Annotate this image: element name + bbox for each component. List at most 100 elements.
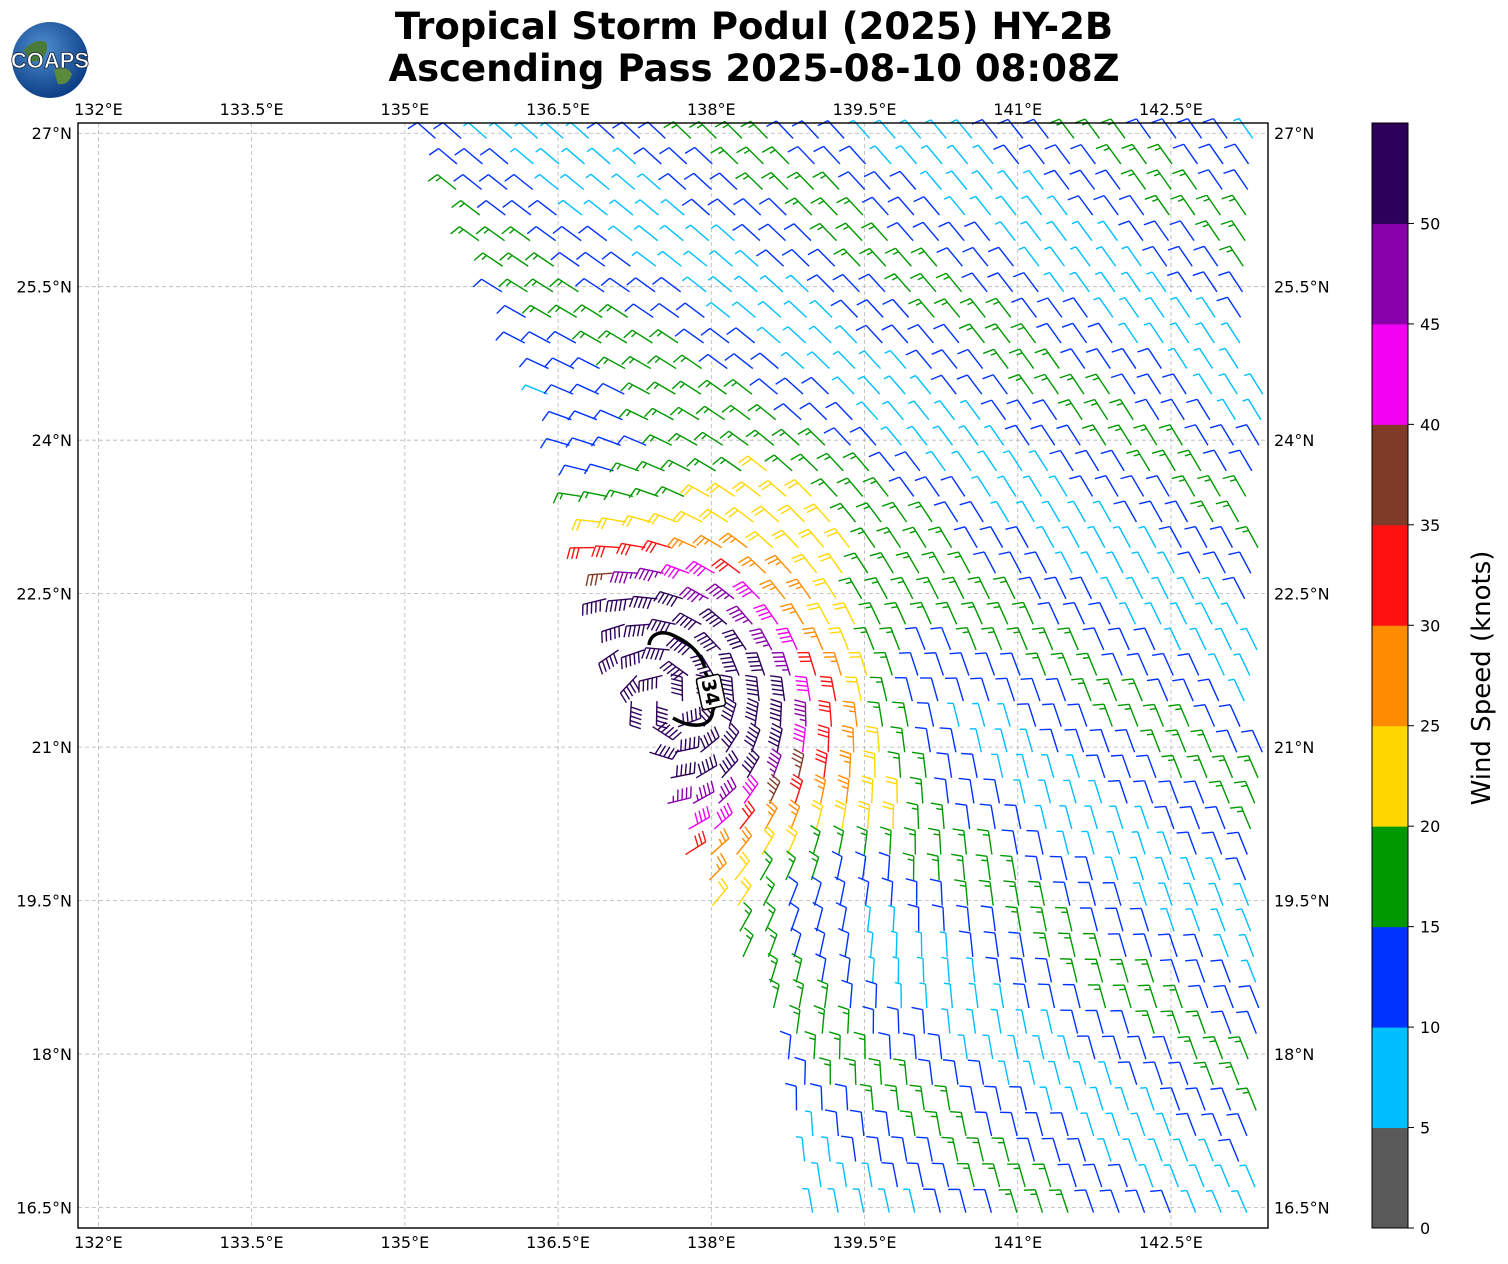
wind-barb (1235, 424, 1260, 446)
wind-barb (959, 399, 981, 421)
wind-barb (895, 551, 920, 574)
wind-barb (1193, 347, 1214, 369)
map-frame (77, 122, 1269, 1229)
wind-barb (558, 464, 589, 476)
wind-barb (698, 353, 728, 370)
wind-barb (804, 1030, 817, 1060)
wind-barb (902, 852, 915, 881)
wind-barb (1059, 958, 1078, 983)
wind-barb (927, 1032, 943, 1060)
wind-barb (924, 1110, 942, 1137)
wind-barb (1156, 831, 1172, 855)
wind-barb (858, 273, 886, 293)
wind-barb (916, 956, 925, 983)
wind-barb (951, 450, 972, 472)
wind-barb (909, 374, 932, 395)
wind-barb (812, 577, 837, 600)
colorbar-tick-label: 45 (1420, 315, 1440, 334)
wind-barb (1087, 984, 1107, 1009)
wind-barb (1012, 271, 1039, 293)
wind-barb (792, 723, 806, 753)
wind-barb (1160, 1010, 1181, 1034)
wind-barb (1082, 627, 1105, 651)
wind-barb (585, 173, 610, 191)
wind-barb (961, 272, 988, 293)
wind-barb (692, 534, 723, 549)
wind-barb (709, 172, 738, 191)
wind-barb (777, 504, 805, 523)
wind-barb (1110, 373, 1136, 395)
wind-barb (1034, 957, 1053, 983)
wind-barb (993, 983, 1005, 1009)
wind-barb (502, 199, 532, 216)
wind-barb (1071, 677, 1092, 702)
wind-barb (1169, 322, 1190, 344)
wind-barb (993, 576, 1016, 600)
wind-barb (1022, 169, 1045, 190)
wind-barb (1099, 1189, 1120, 1213)
wind-barb (1081, 830, 1095, 855)
wind-barb (955, 802, 971, 830)
lat-tick-right: 24°N (1274, 431, 1314, 450)
wind-barb (833, 825, 845, 855)
wind-barb (946, 144, 969, 165)
wind-barb (739, 901, 753, 932)
wind-barb (884, 349, 907, 370)
wind-barb (1056, 424, 1081, 446)
wind-barb (1080, 551, 1099, 574)
wind-barb (761, 146, 790, 165)
wind-barb (520, 331, 551, 344)
wind-barb (1184, 525, 1208, 548)
colorbar-segment (1372, 625, 1408, 727)
colorbar-segment (1372, 323, 1408, 425)
wind-barb (967, 576, 990, 600)
wind-barb (605, 598, 632, 613)
wind-barb (1062, 601, 1085, 625)
wind-barb (543, 384, 574, 395)
wind-barb (567, 410, 598, 421)
wind-barb (1120, 169, 1147, 190)
wind-barb (963, 221, 991, 242)
wind-barb (1136, 754, 1157, 779)
wind-barb (935, 272, 963, 293)
wind-barb (834, 1083, 849, 1111)
wind-barb (859, 247, 887, 267)
wind-barb (1012, 982, 1030, 1009)
wind-barb (1057, 627, 1079, 651)
wind-barb (952, 828, 968, 855)
wind-barb (968, 982, 979, 1009)
wind-barb (1104, 856, 1119, 881)
wind-barb (1035, 525, 1055, 548)
wind-barb (780, 351, 805, 370)
lat-tick-left: 25.5°N (16, 278, 72, 297)
lon-tick-top: 136.5°E (526, 100, 590, 119)
wind-barb (1016, 753, 1029, 778)
wind-barb (855, 324, 883, 344)
wind-barb (1011, 297, 1037, 318)
wind-barb (890, 726, 906, 753)
wind-barb (848, 651, 868, 676)
wind-barb (1087, 525, 1106, 548)
wind-barb (882, 298, 910, 318)
wind-barb (958, 930, 974, 957)
wind-barb (974, 1111, 993, 1137)
wind-barb (972, 144, 994, 165)
wind-barb (1028, 880, 1045, 906)
wind-barb (1037, 601, 1060, 625)
wind-barb (667, 432, 698, 446)
wind-barb (1193, 703, 1216, 727)
wind-barb (987, 272, 1014, 293)
wind-barb (873, 651, 893, 676)
wind-barb (997, 475, 1017, 497)
wind-barb (1032, 399, 1058, 421)
wind-barb (1151, 576, 1169, 600)
wind-barb (861, 1162, 873, 1188)
wind-barb (885, 775, 898, 804)
wind-barb (1047, 1060, 1061, 1085)
wind-barb (1233, 117, 1254, 139)
wind-barb (1107, 424, 1132, 446)
wind-barb (842, 452, 870, 472)
wind-barb (783, 300, 807, 318)
wind-barb (973, 1188, 993, 1213)
wind-barb (990, 500, 1010, 523)
